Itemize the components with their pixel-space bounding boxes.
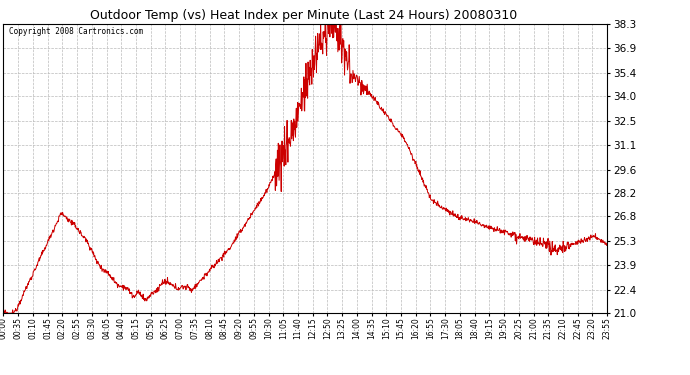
Text: Copyright 2008 Cartronics.com: Copyright 2008 Cartronics.com (10, 27, 144, 36)
Text: Outdoor Temp (vs) Heat Index per Minute (Last 24 Hours) 20080310: Outdoor Temp (vs) Heat Index per Minute … (90, 9, 518, 22)
